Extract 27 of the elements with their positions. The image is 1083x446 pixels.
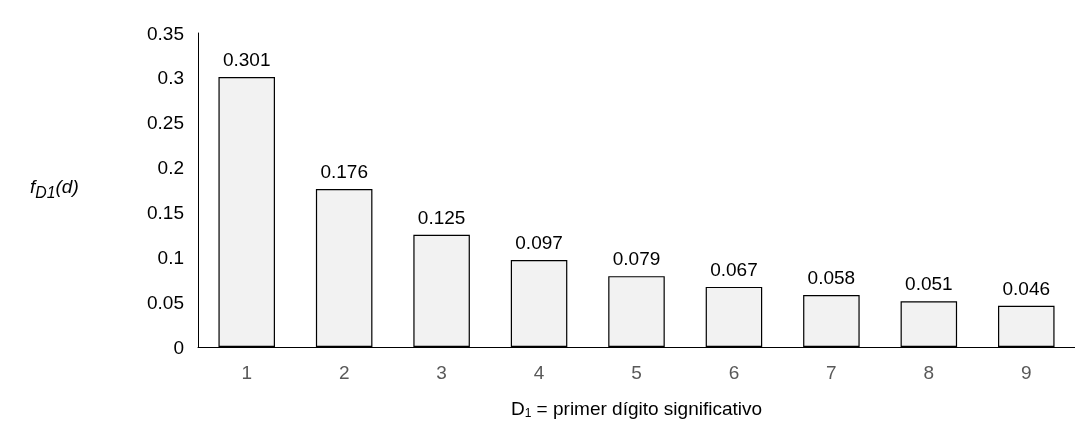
y-tick-label: 0.35 [147, 22, 184, 44]
data-label: 0.079 [612, 248, 661, 270]
x-tick-label: 5 [631, 362, 642, 383]
y-tick-label: 0.1 [157, 246, 184, 268]
x-tick-label: 1 [241, 362, 253, 383]
y-axis-title: f$_{D1}$(d) [30, 176, 79, 202]
y-tick-label: 0.15 [147, 201, 184, 223]
y-tick-label: 0.25 [147, 112, 184, 134]
data-label: 0.301 [222, 48, 271, 70]
x-tick-label: 4 [533, 362, 545, 383]
x-tick-label: 2 [338, 362, 350, 383]
y-tick-label: 0 [173, 336, 184, 358]
data-label: 0.125 [417, 206, 466, 228]
y-tick-label: 0.3 [157, 67, 184, 89]
y-tick-label: 0.2 [157, 157, 184, 179]
data-label: 0.067 [710, 258, 758, 280]
data-label: 0.097 [515, 231, 563, 253]
x-tick-label: 3 [436, 362, 447, 383]
x-tick-label: 6 [728, 362, 740, 383]
data-label: 0.051 [905, 273, 953, 295]
x-tick-label: 7 [826, 362, 837, 383]
x-tick-label: 9 [1020, 362, 1032, 383]
y-tick-label: 0.05 [147, 291, 184, 313]
data-label: 0.058 [807, 266, 856, 288]
data-label: 0.176 [320, 161, 368, 183]
x-tick-label: 8 [923, 362, 935, 383]
data-label: 0.046 [1002, 277, 1051, 299]
